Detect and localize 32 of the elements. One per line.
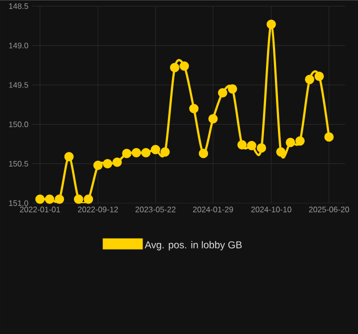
legend-label: Avg. pos. in lobby GB — [144, 240, 242, 250]
point — [132, 148, 142, 158]
point — [324, 132, 334, 142]
point — [218, 88, 228, 98]
point — [180, 61, 189, 71]
point — [44, 194, 54, 204]
point — [35, 194, 45, 204]
point — [84, 194, 94, 204]
point — [295, 136, 305, 146]
point — [160, 147, 170, 157]
point — [64, 152, 74, 162]
point — [102, 158, 112, 168]
point — [150, 144, 160, 154]
point — [228, 84, 238, 94]
point — [286, 138, 296, 148]
point — [304, 74, 314, 84]
point — [122, 148, 132, 158]
point — [256, 143, 266, 153]
point — [266, 20, 276, 29]
point — [314, 72, 324, 81]
point — [198, 148, 208, 158]
point — [93, 160, 103, 170]
point — [54, 194, 64, 204]
point — [237, 140, 247, 150]
point — [74, 194, 84, 204]
point — [170, 62, 180, 72]
point — [112, 157, 122, 167]
point — [141, 148, 151, 158]
point — [208, 114, 218, 124]
point — [246, 140, 256, 150]
point — [276, 147, 286, 157]
point — [189, 104, 199, 114]
